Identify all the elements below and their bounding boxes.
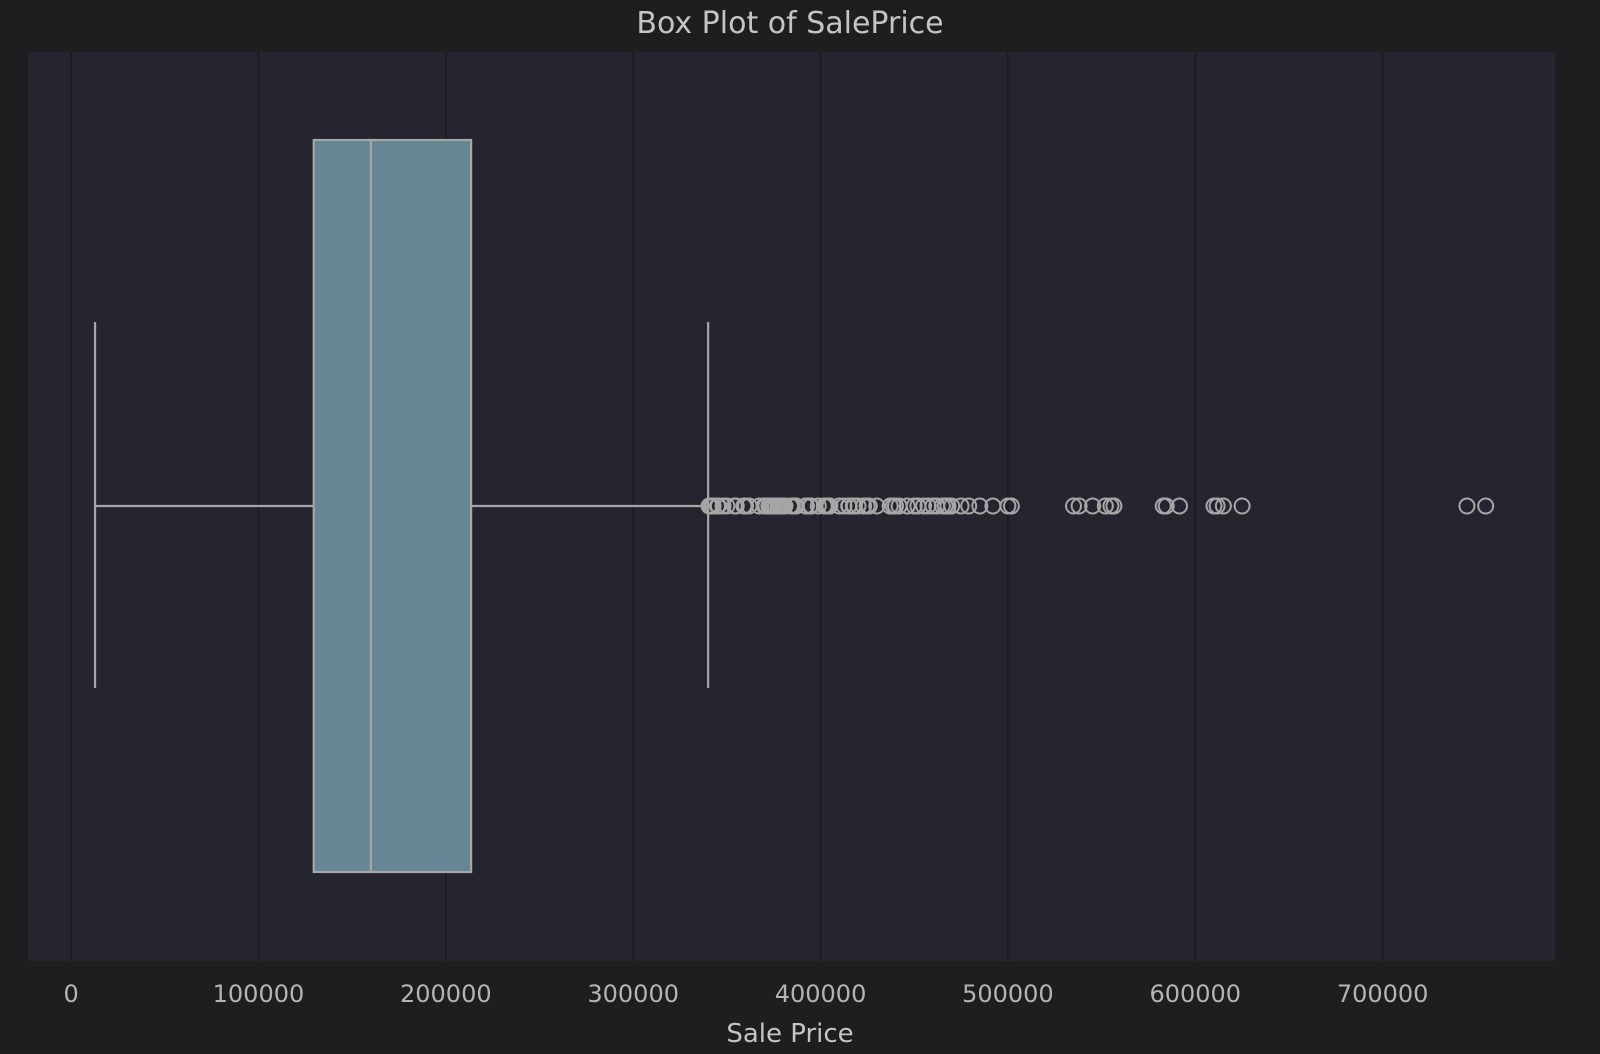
outlier-points (700, 497, 1495, 515)
x-tick-label: 0 (63, 980, 78, 1008)
x-tick-label: 300000 (587, 980, 679, 1008)
x-tick-label: 400000 (775, 980, 867, 1008)
outlier-point (971, 497, 989, 515)
outlier-point (1477, 497, 1495, 515)
outlier-point (915, 497, 933, 515)
outlier-point (1157, 497, 1175, 515)
box-plot (93, 138, 710, 874)
outlier-point (868, 497, 886, 515)
outlier-point (1214, 497, 1232, 515)
outlier-point (727, 497, 745, 515)
outlier-point (1208, 497, 1226, 515)
outlier-point (1070, 497, 1088, 515)
outlier-point (1064, 497, 1082, 515)
outlier-point (1233, 497, 1251, 515)
outlier-point (776, 497, 794, 515)
x-tick-label: 100000 (213, 980, 305, 1008)
outlier-point (960, 497, 978, 515)
outlier-point (952, 497, 970, 515)
outlier-point (1171, 497, 1189, 515)
x-tick-label: 600000 (1149, 980, 1241, 1008)
x-axis-ticks: 0 100000 200000 300000 400000 500000 600000 700… (63, 980, 1428, 1008)
outlier-point (718, 497, 736, 515)
outlier-point (1096, 497, 1114, 515)
x-tick-label: 200000 (400, 980, 492, 1008)
iqr-box (312, 138, 473, 874)
outlier-point (1458, 497, 1476, 515)
outlier-point (1105, 497, 1123, 515)
chart-title: Box Plot of SalePrice (636, 6, 943, 41)
outlier-point (809, 497, 827, 515)
outlier-point (1084, 497, 1102, 515)
x-axis-label: Sale Price (726, 1019, 853, 1049)
outlier-point (704, 497, 722, 515)
outlier-point (898, 497, 916, 515)
x-tick-label: 500000 (962, 980, 1054, 1008)
outlier-point (1002, 497, 1020, 515)
outlier-point (943, 497, 961, 515)
x-tick-label: 700000 (1337, 980, 1429, 1008)
outlier-point (849, 497, 867, 515)
outlier-point (860, 497, 878, 515)
